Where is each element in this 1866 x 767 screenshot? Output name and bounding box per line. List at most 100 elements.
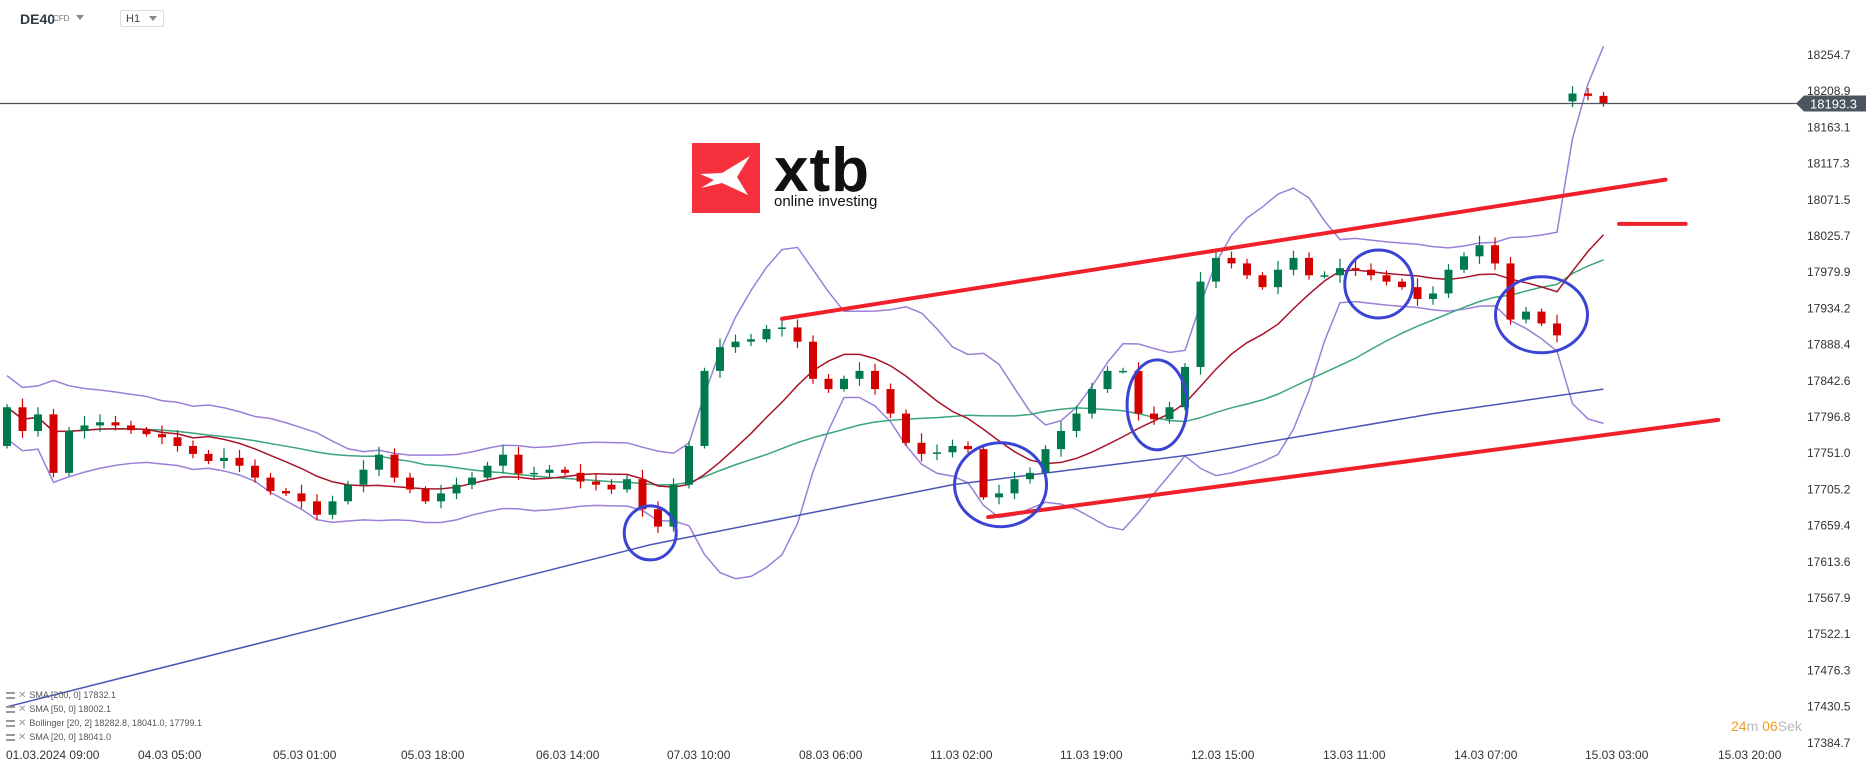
candle[interactable] xyxy=(1072,405,1081,438)
candle[interactable] xyxy=(871,363,879,395)
candle[interactable] xyxy=(886,383,895,419)
candle[interactable] xyxy=(65,427,73,477)
candle[interactable] xyxy=(297,484,306,509)
candle[interactable] xyxy=(127,420,135,434)
candle[interactable] xyxy=(638,469,647,517)
candle[interactable] xyxy=(514,446,523,480)
candle[interactable] xyxy=(1336,258,1344,283)
candle[interactable] xyxy=(824,374,833,393)
candle[interactable] xyxy=(266,472,275,495)
indicator-legend-sma50[interactable]: ✕ SMA [50, 0] 18002.1 xyxy=(6,704,111,715)
candle[interactable] xyxy=(158,425,166,445)
indicator-legend-sma20[interactable]: ✕ SMA [20, 0] 18041.0 xyxy=(6,732,111,743)
candle[interactable] xyxy=(220,448,228,469)
candle[interactable] xyxy=(1320,271,1329,279)
symbol-dropdown-icon[interactable] xyxy=(76,15,84,20)
candle[interactable] xyxy=(111,415,120,431)
candle[interactable] xyxy=(1599,91,1608,107)
candle[interactable] xyxy=(1274,261,1282,295)
indicator-legend-sma200[interactable]: ✕ SMA [200, 0] 17832.1 xyxy=(6,690,116,701)
candle[interactable] xyxy=(809,335,817,384)
candle[interactable] xyxy=(1522,306,1530,324)
candle[interactable] xyxy=(731,334,740,353)
candle[interactable] xyxy=(375,446,383,477)
candle[interactable] xyxy=(1475,235,1484,264)
indicator-settings-icon[interactable] xyxy=(6,706,15,714)
candle[interactable] xyxy=(1196,272,1205,375)
candle[interactable] xyxy=(3,404,11,449)
candle[interactable] xyxy=(406,472,414,494)
candle[interactable] xyxy=(96,414,104,432)
candle[interactable] xyxy=(18,398,27,438)
symbol-label[interactable]: DE40 xyxy=(20,11,56,27)
candle[interactable] xyxy=(1212,249,1220,288)
candle[interactable] xyxy=(251,459,259,483)
candle[interactable] xyxy=(948,439,957,458)
candle[interactable] xyxy=(530,466,538,479)
candle[interactable] xyxy=(235,449,244,473)
candle[interactable] xyxy=(685,441,693,489)
candle[interactable] xyxy=(1537,308,1546,327)
candle[interactable] xyxy=(437,484,445,509)
candle[interactable] xyxy=(468,472,476,490)
remove-indicator-icon[interactable]: ✕ xyxy=(18,732,27,743)
candle[interactable] xyxy=(762,325,771,343)
candle[interactable] xyxy=(995,484,1003,505)
candle[interactable] xyxy=(1057,421,1065,457)
candle[interactable] xyxy=(49,408,58,478)
candle[interactable] xyxy=(173,430,182,452)
remove-indicator-icon[interactable]: ✕ xyxy=(18,704,27,715)
candle[interactable] xyxy=(142,427,151,437)
candle[interactable] xyxy=(1553,314,1561,343)
candle[interactable] xyxy=(1491,237,1499,270)
candle[interactable] xyxy=(1227,251,1236,269)
candle[interactable] xyxy=(1243,258,1251,280)
candle[interactable] xyxy=(1119,367,1127,374)
candle[interactable] xyxy=(1382,270,1391,286)
candle[interactable] xyxy=(576,464,585,489)
timeframe-select[interactable]: H1 xyxy=(120,10,164,27)
candle[interactable] xyxy=(328,495,337,520)
candle[interactable] xyxy=(778,317,786,337)
indicator-settings-icon[interactable] xyxy=(6,720,15,728)
candle[interactable] xyxy=(1584,87,1592,101)
candle[interactable] xyxy=(1351,260,1360,277)
candle[interactable] xyxy=(421,486,430,504)
candle[interactable] xyxy=(282,487,290,496)
candle[interactable] xyxy=(1398,278,1406,290)
indicator-settings-icon[interactable] xyxy=(6,734,15,742)
candle[interactable] xyxy=(1088,382,1096,419)
remove-indicator-icon[interactable]: ✕ xyxy=(18,718,27,729)
candle[interactable] xyxy=(855,362,864,386)
trendline[interactable] xyxy=(780,177,1668,321)
candle[interactable] xyxy=(1429,286,1437,305)
candle[interactable] xyxy=(189,440,197,459)
candle[interactable] xyxy=(607,479,616,494)
remove-indicator-icon[interactable]: ✕ xyxy=(18,690,27,701)
candle[interactable] xyxy=(1010,472,1019,500)
candle[interactable] xyxy=(452,477,461,500)
trendline[interactable] xyxy=(986,417,1721,520)
candle[interactable] xyxy=(80,415,89,439)
candle[interactable] xyxy=(1026,467,1034,484)
candle[interactable] xyxy=(747,333,755,347)
candle[interactable] xyxy=(313,494,321,521)
candle[interactable] xyxy=(545,464,554,477)
candle[interactable] xyxy=(561,466,569,476)
candle[interactable] xyxy=(1506,257,1515,325)
candle[interactable] xyxy=(979,445,988,500)
candle[interactable] xyxy=(700,367,709,449)
candle[interactable] xyxy=(1103,366,1112,393)
candle[interactable] xyxy=(716,338,724,378)
candle[interactable] xyxy=(1367,263,1375,281)
candle[interactable] xyxy=(344,480,352,505)
candle[interactable] xyxy=(964,441,972,453)
indicator-legend-bollinger[interactable]: ✕ Bollinger [20, 2] 18282.8, 18041.0, 177… xyxy=(6,718,202,729)
candle[interactable] xyxy=(1444,264,1453,298)
candle[interactable] xyxy=(1165,401,1174,424)
candle[interactable] xyxy=(1413,278,1422,306)
candle[interactable] xyxy=(917,433,926,462)
candle[interactable] xyxy=(499,445,507,474)
candle[interactable] xyxy=(1460,252,1468,273)
